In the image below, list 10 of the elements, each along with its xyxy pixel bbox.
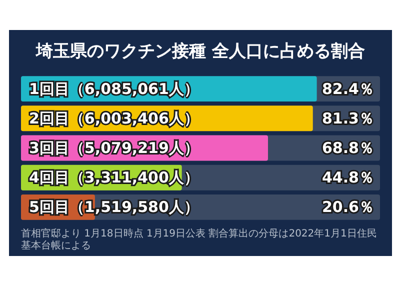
y-tick-label: 3回目（5,079,219人） bbox=[29, 139, 199, 157]
data-label: 82.4％ bbox=[322, 80, 374, 98]
y-tick-label: 2回目（6,003,406人） bbox=[29, 109, 199, 128]
data-label: 44.8％ bbox=[322, 168, 374, 187]
data-label: 20.6％ bbox=[322, 198, 374, 216]
data-label: 81.3％ bbox=[322, 109, 374, 128]
text: 首相官邸より 1月18日時点 1月19日公表 割合算出の分母は2022年1月1日住民基本台帳による bbox=[21, 228, 377, 252]
chart-title: 埼玉県のワクチン接種 全人口に占める割合 bbox=[35, 42, 365, 62]
data-label: 68.8％ bbox=[322, 139, 374, 157]
y-tick-label: 1回目（6,085,061人） bbox=[29, 80, 199, 98]
